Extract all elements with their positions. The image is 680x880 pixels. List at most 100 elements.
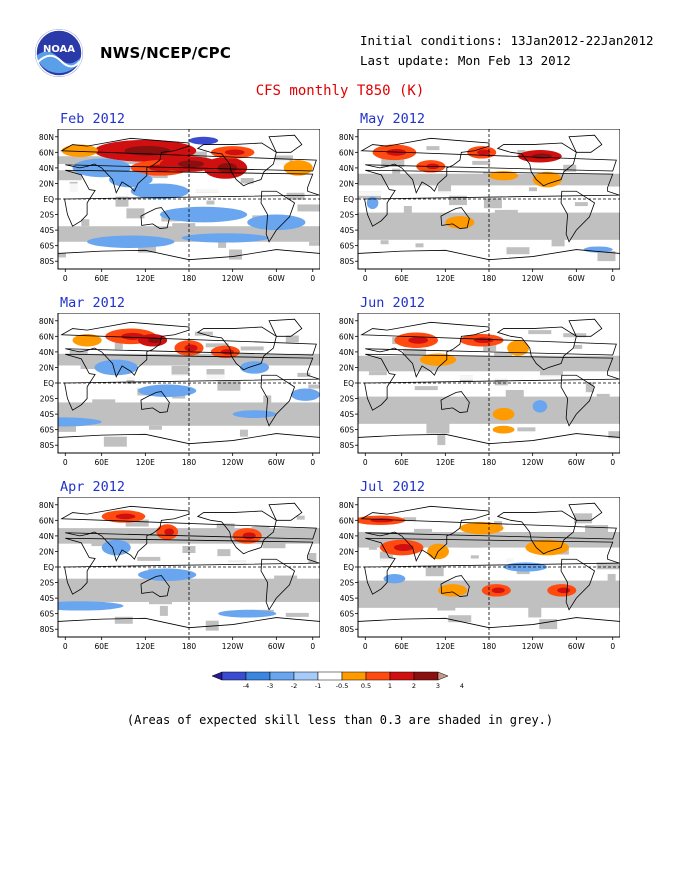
anomaly-map: 80N 60N 40N 20N EQ 20S 40S 60S 80S 0 60E 120E 180 120… <box>39 497 320 651</box>
lon-tick-label: 180 <box>482 642 497 651</box>
coastline <box>496 326 577 371</box>
initial-conditions: Initial conditions: 13Jan2012-22Jan2012 <box>360 33 654 48</box>
coastline <box>568 502 603 521</box>
coastline <box>440 575 470 597</box>
lat-tick-label: 40S <box>340 226 355 235</box>
cool-anomaly <box>218 609 277 618</box>
lat-tick-label: 20N <box>39 547 54 556</box>
lon-tick-label: 120W <box>522 642 544 651</box>
lat-tick-label: 80N <box>39 501 54 510</box>
lon-tick-label: 0 <box>310 458 315 467</box>
lat-tick-label: 40N <box>39 348 54 357</box>
coastline <box>560 558 596 611</box>
anomaly-map: 80N 60N 40N 20N EQ 20S 40S 60S 80S 0 60E 120E 180 120… <box>339 313 620 467</box>
lon-tick-label: 60E <box>95 274 110 283</box>
warm-anomaly <box>525 539 570 556</box>
legend-tick-label: 4 <box>460 682 464 690</box>
coastline <box>360 321 617 378</box>
lon-tick-label: 0 <box>310 642 315 651</box>
coastline <box>440 207 470 229</box>
legend-tick-label: -4 <box>243 682 249 690</box>
legend-tick-label: 2 <box>412 682 416 690</box>
lat-tick-label: 60N <box>339 148 354 157</box>
coastline <box>196 326 277 371</box>
cool-anomaly <box>366 196 379 210</box>
lat-tick-label: 60N <box>339 332 354 341</box>
legend-tick-label: -1 <box>315 682 321 690</box>
coastline <box>360 137 617 194</box>
lat-tick-label: 20N <box>339 547 354 556</box>
coastline <box>268 318 303 337</box>
coastline <box>358 249 620 269</box>
lat-tick-label: 40S <box>40 594 55 603</box>
legend-swatch <box>317 671 343 681</box>
lat-tick-label: 40N <box>339 164 354 173</box>
coastline <box>364 169 620 227</box>
noaa-logo: NOAA <box>35 29 83 77</box>
coastline <box>140 391 170 413</box>
lon-tick-label: 120E <box>136 642 155 651</box>
panel-title: Jul 2012 <box>360 479 426 495</box>
lon-tick-label: 60E <box>395 642 410 651</box>
coastline <box>140 575 170 597</box>
legend-swatch <box>211 671 223 681</box>
lat-tick-label: 80N <box>39 317 54 326</box>
coastline <box>358 433 620 453</box>
lon-tick-label: 60E <box>395 458 410 467</box>
lat-tick-label: EQ <box>43 379 54 388</box>
lat-tick-label: 20S <box>340 395 355 404</box>
coastline <box>260 374 296 427</box>
cool-anomaly <box>232 410 277 418</box>
coastline <box>568 134 603 153</box>
coastline <box>496 510 577 555</box>
lat-tick-label: 40N <box>39 532 54 541</box>
coastline <box>60 505 317 562</box>
lat-tick-label: 80S <box>40 257 55 266</box>
cool-anomaly <box>138 384 197 397</box>
lon-tick-label: 180 <box>482 458 497 467</box>
lat-tick-label: 80S <box>40 625 55 634</box>
lat-tick-label: EQ <box>343 563 354 572</box>
lon-tick-label: 180 <box>182 458 197 467</box>
coastline <box>360 505 617 562</box>
svg-text:NOAA: NOAA <box>43 44 75 55</box>
coastline <box>560 374 596 427</box>
lat-tick-label: EQ <box>343 379 354 388</box>
anomaly-map: 80N 60N 40N 20N EQ 20S 40S 60S 80S 0 60E 120E 180 120… <box>339 129 620 283</box>
lon-tick-label: 0 <box>310 274 315 283</box>
coastline <box>64 169 320 227</box>
lon-tick-label: 60E <box>395 274 410 283</box>
lon-tick-label: 120W <box>222 642 244 651</box>
coastline <box>58 433 320 453</box>
lon-tick-label: 60E <box>95 458 110 467</box>
legend-swatch <box>437 671 449 681</box>
legend-tick-label: 0.5 <box>361 682 371 690</box>
cool-anomaly <box>181 233 270 243</box>
panel-title: Jun 2012 <box>360 295 426 311</box>
coastline <box>364 537 620 595</box>
warm-anomaly <box>492 425 515 434</box>
cool-anomaly <box>138 568 197 581</box>
legend-tick-label: -2 <box>291 682 297 690</box>
coastline <box>560 190 596 243</box>
legend-swatch <box>293 671 319 681</box>
cool-anomaly <box>159 206 248 223</box>
lat-tick-label: 20N <box>339 179 354 188</box>
warm-anomaly <box>532 171 562 188</box>
coastline <box>60 137 317 194</box>
cool-anomaly <box>247 214 306 231</box>
lon-tick-label: 180 <box>482 274 497 283</box>
cool-anomaly <box>108 171 153 188</box>
legend-tick-label: -3 <box>267 682 273 690</box>
lon-tick-label: 120E <box>436 642 455 651</box>
lon-tick-label: 60E <box>95 642 110 651</box>
lon-tick-label: 60W <box>268 274 286 283</box>
legend-swatch <box>341 671 367 681</box>
lat-tick-label: 60S <box>40 610 55 619</box>
lat-tick-label: 60S <box>340 610 355 619</box>
legend-swatch <box>389 671 415 681</box>
lat-tick-label: 20S <box>40 579 55 588</box>
panel-title: Feb 2012 <box>60 111 126 127</box>
lat-tick-label: 40N <box>39 164 54 173</box>
legend-swatch <box>221 671 247 681</box>
